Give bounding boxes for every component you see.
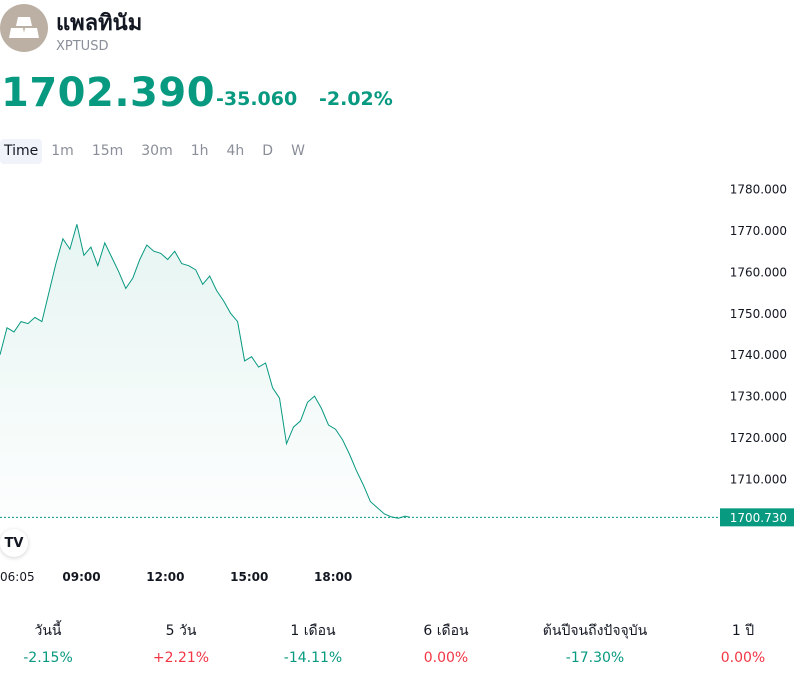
tab-15m[interactable]: 15m [91,143,124,159]
x-tick-label: 12:00 [146,570,184,584]
y-tick-label: 1750.000 [730,307,787,321]
price-change-percent: -2.02% [319,88,393,110]
instrument-symbol: XPTUSD [56,39,109,54]
perf-label: 1 ปี [731,623,755,639]
perf-value: -14.11% [283,650,343,666]
instrument-title: แพลทินัม [56,11,143,36]
last-price: 1702.390 [1,70,216,116]
perf-value: -2.15% [23,650,73,666]
tab-1m[interactable]: 1m [51,143,74,159]
y-tick-label: 1710.000 [730,472,787,486]
y-tick-label: 1730.000 [730,390,787,404]
price-chart[interactable]: 1700.730 1780.000 1770.000 1760.000 1750.00… [0,165,800,595]
x-tick-label: 18:00 [314,570,352,584]
last-price-badge [720,508,794,527]
perf-label: วันนี้ [34,623,62,639]
y-tick-label: 1780.000 [730,183,787,197]
price-change: -35.060 [216,88,298,110]
price-area-fill [0,224,410,520]
perf-value: -17.30% [565,650,625,666]
y-tick-label: 1720.000 [730,431,787,445]
perf-label: ต้นปีจนถึงปัจจุบัน [542,623,648,639]
perf-value: 0.00% [423,650,469,666]
tab-time[interactable]: Time [0,139,43,164]
perf-cell[interactable]: 5 วัน +2.21% [106,620,256,666]
gold-bars-icon [0,4,48,52]
perf-cell[interactable]: 1 ปี 0.00% [668,620,800,666]
tab-4h[interactable]: 4h [226,143,245,159]
perf-value: 0.00% [720,650,766,666]
tradingview-logo[interactable]: TV [0,529,28,557]
last-price-label: 1700.730 [730,511,787,525]
tab-d[interactable]: D [262,143,274,159]
perf-label: 5 วัน [165,623,197,639]
perf-cell[interactable]: 6 เดือน 0.00% [371,620,521,666]
tab-1h[interactable]: 1h [190,143,209,159]
y-tick-label: 1760.000 [730,265,787,279]
y-tick-label: 1740.000 [730,348,787,362]
perf-label: 1 เดือน [290,623,336,639]
x-tick-label: 15:00 [230,570,268,584]
timeframe-tabs: Time 1m 15m 30m 1h 4h D W [0,139,314,164]
tab-30m[interactable]: 30m [141,143,173,159]
perf-value: +2.21% [152,650,210,666]
tab-w[interactable]: W [291,143,305,159]
x-tick-label: 06:05 [0,570,35,584]
y-tick-label: 1770.000 [730,224,787,238]
perf-cell[interactable]: วันนี้ -2.15% [0,620,123,666]
perf-label: 6 เดือน [423,623,469,639]
perf-cell[interactable]: ต้นปีจนถึงปัจจุบัน -17.30% [520,620,670,666]
x-tick-label: 09:00 [62,570,100,584]
perf-cell[interactable]: 1 เดือน -14.11% [238,620,388,666]
price-line [0,224,411,519]
